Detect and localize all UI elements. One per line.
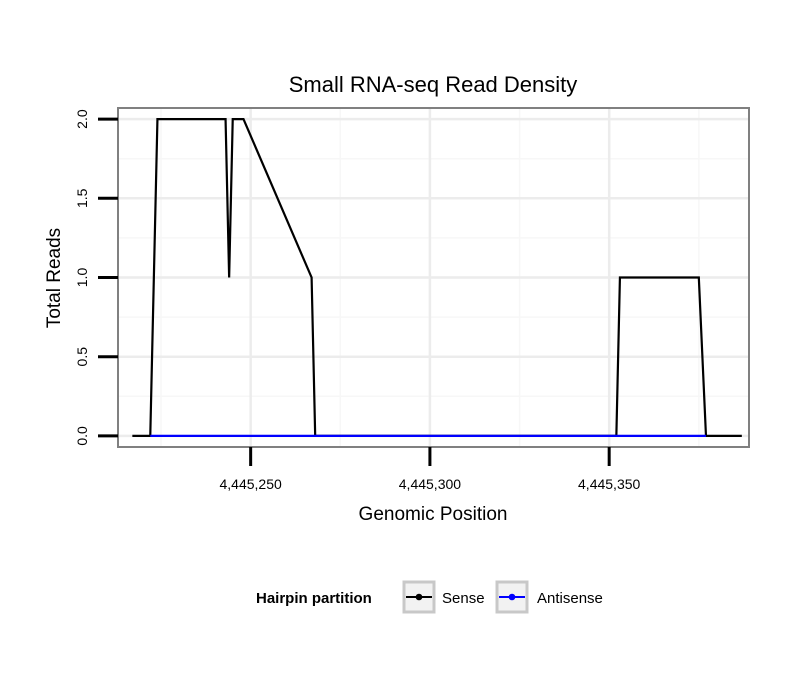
y-axis: 0.0 0.5 1.0 1.5 2.0: [74, 109, 118, 446]
legend-label-antisense: Antisense: [537, 590, 603, 607]
legend-label-sense: Sense: [442, 590, 485, 607]
legend: Hairpin partition Sense Antisense: [256, 580, 603, 614]
chart-title: Small RNA-seq Read Density: [289, 72, 578, 97]
y-tick-label: 0.0: [74, 426, 90, 446]
legend-swatch-antisense-point: [508, 593, 516, 601]
legend-swatch-sense-point: [415, 593, 423, 601]
legend-title: Hairpin partition: [256, 590, 372, 607]
y-tick-label: 1.5: [74, 188, 90, 208]
x-axis-title: Genomic Position: [359, 504, 508, 525]
x-tick-label: 4,445,250: [220, 476, 282, 492]
series-lines: [132, 117, 742, 438]
series-line-sense: [132, 117, 742, 438]
x-tick-label: 4,445,350: [578, 476, 640, 492]
y-tick-label: 1.0: [74, 268, 90, 288]
x-tick-label: 4,445,300: [399, 476, 461, 492]
x-axis: 4,445,250 4,445,300 4,445,350: [220, 447, 641, 492]
y-tick-label: 0.5: [74, 347, 90, 367]
y-axis-title: Total Reads: [44, 228, 65, 328]
y-tick-label: 2.0: [74, 109, 90, 129]
